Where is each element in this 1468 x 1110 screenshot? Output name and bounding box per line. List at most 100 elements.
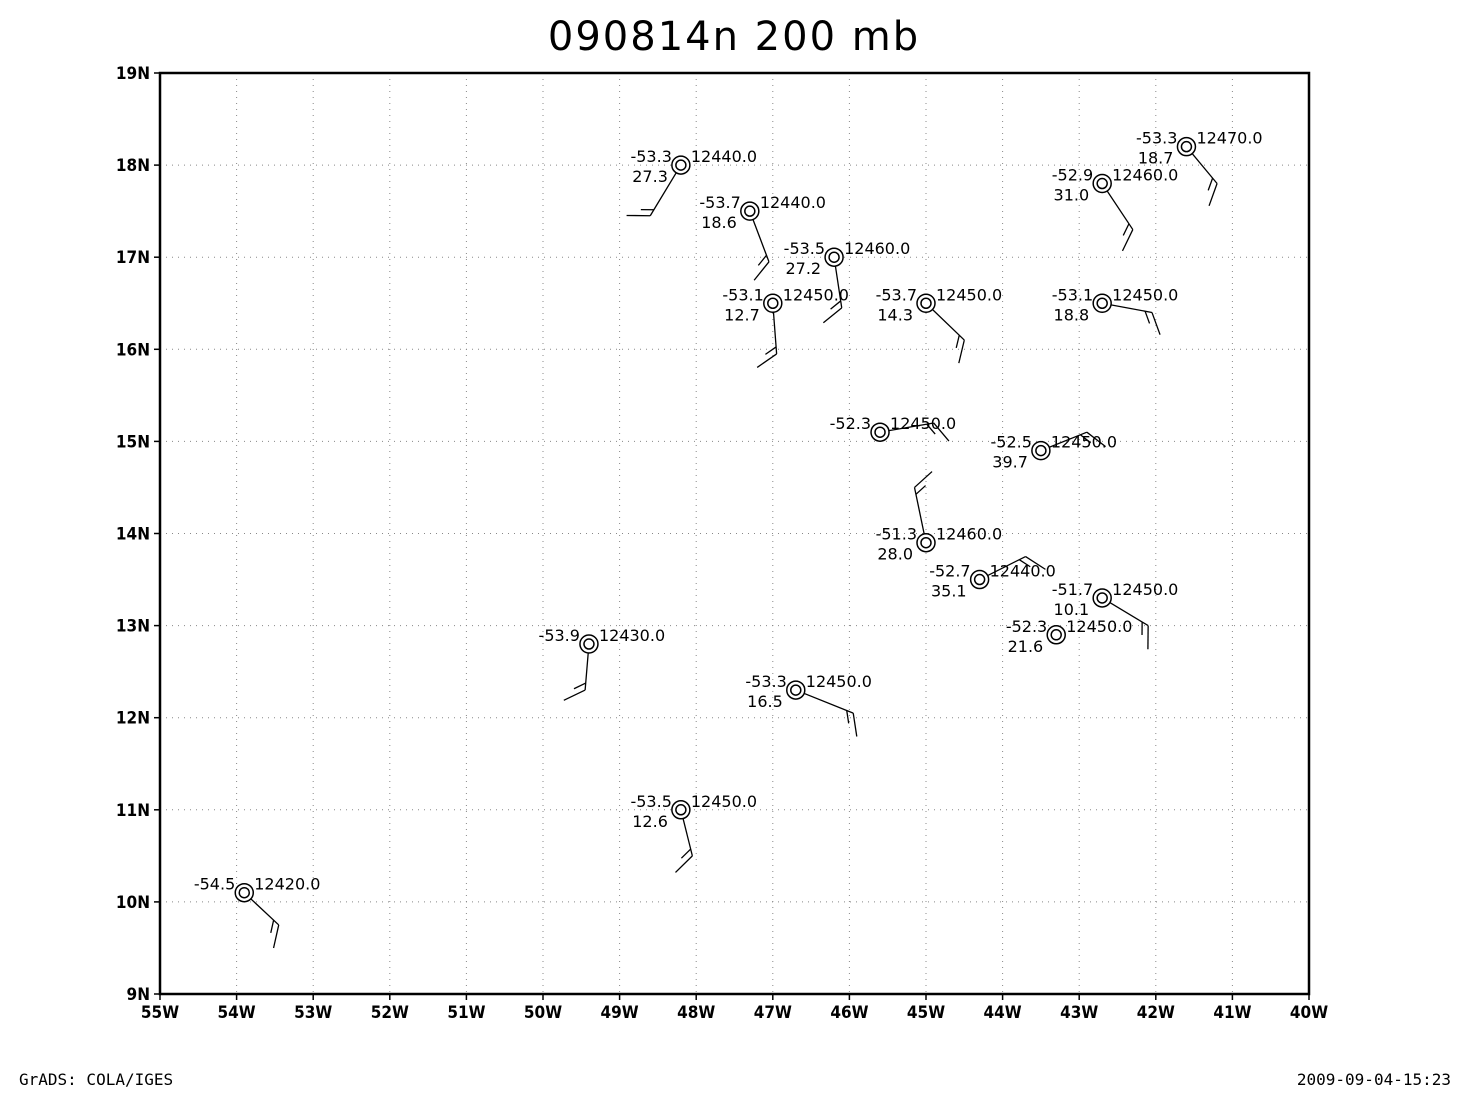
station: -53.1 12450.0 12.7 — [722, 285, 849, 324]
station: -53.5 12450.0 12.6 — [630, 792, 757, 831]
station-height: 12450.0 — [783, 285, 849, 304]
station-inner-ring — [1035, 444, 1047, 457]
y-tick-label: 10N — [116, 893, 150, 913]
station-inner-ring — [1096, 177, 1108, 190]
x-tick-label: 45W — [907, 1003, 945, 1023]
station-dewpoint: 31.0 — [1054, 186, 1090, 205]
x-tick-label: 52W — [371, 1003, 409, 1023]
station-inner-ring — [1096, 592, 1108, 604]
station-inner-ring — [1050, 629, 1062, 641]
x-tick-label: 53W — [294, 1003, 332, 1023]
station-temperature: -53.7 — [876, 285, 917, 304]
station-outer-ring — [824, 247, 844, 267]
station-temperature: -53.1 — [1052, 285, 1093, 304]
station-outer-ring — [916, 532, 936, 553]
station-inner-ring — [767, 297, 779, 309]
station-height: 12450.0 — [1066, 617, 1132, 636]
station: -51.3 12460.0 28.0 — [876, 525, 1003, 564]
station: -51.7 12450.0 10.1 — [1052, 580, 1179, 619]
station-outer-ring — [786, 680, 806, 700]
station-outer-ring — [969, 569, 990, 590]
y-tick-label: 15N — [116, 432, 150, 452]
y-tick-label: 17N — [116, 248, 150, 268]
footer-right: 2009-09-04-15:23 — [1297, 1070, 1451, 1089]
x-tick-label: 47W — [754, 1003, 792, 1023]
station-height: 12450.0 — [1051, 433, 1117, 452]
wind-barb — [675, 809, 694, 873]
y-tick-label: 11N — [116, 801, 150, 821]
station-inner-ring — [874, 426, 886, 438]
wind-barb — [626, 164, 682, 217]
station-dewpoint: 16.5 — [747, 692, 783, 711]
station-temperature: -52.3 — [1006, 617, 1047, 636]
station-outer-ring — [1092, 173, 1112, 194]
station-dewpoint: 27.2 — [785, 259, 821, 278]
station-temperature: -53.3 — [1136, 129, 1177, 148]
x-axis-ticks: 55W 54W 53W 52W 51W 50W 49W 48W 47W 46W 45W 44W 43W 4… — [141, 994, 1328, 1023]
station-inner-ring — [1180, 140, 1193, 153]
wind-barb — [1102, 302, 1161, 335]
wind-barb — [913, 471, 933, 543]
station-outer-ring — [671, 155, 691, 175]
station-height: 12450.0 — [691, 792, 757, 811]
station-outer-ring — [1092, 588, 1112, 608]
station-temperature: -53.7 — [699, 193, 740, 212]
station-outer-ring — [916, 293, 936, 313]
station-outer-ring — [1092, 293, 1112, 313]
x-tick-label: 50W — [524, 1003, 562, 1023]
station-outer-ring — [870, 422, 890, 442]
y-tick-label: 16N — [116, 340, 150, 360]
station-temperature: -53.9 — [539, 626, 580, 645]
x-tick-label: 46W — [830, 1003, 868, 1023]
station-height: 12450.0 — [890, 414, 956, 433]
station-temperature: -54.5 — [194, 875, 235, 894]
station-temperature: -51.3 — [876, 525, 917, 544]
wind-barb — [1101, 183, 1134, 252]
station-height: 12440.0 — [990, 562, 1056, 581]
station-temperature: -52.9 — [1052, 166, 1093, 185]
x-tick-label: 41W — [1213, 1003, 1251, 1023]
station: -53.7 12450.0 14.3 — [876, 285, 1003, 324]
station-inner-ring — [790, 684, 802, 696]
station-inner-ring — [920, 297, 932, 309]
station-temperature: -53.5 — [784, 239, 825, 258]
station-dewpoint: 12.6 — [632, 812, 668, 831]
x-tick-label: 48W — [677, 1003, 715, 1023]
station-height: 12450.0 — [806, 672, 872, 691]
station-markers: -53.3 12470.0 18.7 -52.9 12460.0 31.0 -53.3 124… — [194, 129, 1263, 903]
station: -52.7 12440.0 35.1 — [929, 562, 1056, 601]
station: -53.3 12440.0 27.3 — [630, 147, 757, 186]
station-inner-ring — [583, 638, 595, 650]
footer-left: GrADS: COLA/IGES — [19, 1070, 173, 1089]
station-inner-ring — [744, 205, 756, 217]
x-tick-label: 42W — [1137, 1003, 1175, 1023]
station-outer-ring — [740, 201, 760, 221]
station-outer-ring — [1031, 440, 1051, 461]
station-temperature: -53.1 — [722, 285, 763, 304]
x-tick-label: 55W — [141, 1003, 179, 1023]
station-height: 12450.0 — [936, 285, 1002, 304]
station-temperature: -53.3 — [630, 147, 671, 166]
station-outer-ring — [1046, 625, 1066, 645]
x-tick-label: 54W — [218, 1003, 256, 1023]
wind-barb — [795, 689, 858, 737]
chart-title: 090814n 200 mb — [548, 14, 920, 60]
station-height: 12460.0 — [936, 525, 1002, 544]
station-height: 12450.0 — [1112, 285, 1178, 304]
station: -52.3 12450.0 — [830, 414, 956, 442]
station: -52.3 12450.0 21.6 — [1006, 617, 1133, 656]
wind-barbs — [243, 146, 1218, 949]
wind-barb — [1185, 146, 1218, 207]
station-inner-ring — [675, 159, 687, 171]
station-temperature: -52.7 — [929, 562, 970, 581]
station: -52.9 12460.0 31.0 — [1052, 166, 1179, 205]
station-height: 12460.0 — [1112, 166, 1178, 185]
station-height: 12440.0 — [691, 147, 757, 166]
station-dewpoint: 18.8 — [1054, 305, 1090, 324]
station: -52.5 12450.0 39.7 — [990, 433, 1117, 472]
station: -53.7 12440.0 18.6 — [699, 193, 826, 232]
station-temperature: -53.3 — [745, 672, 786, 691]
station-outer-ring — [671, 800, 691, 820]
y-tick-label: 19N — [116, 64, 150, 84]
